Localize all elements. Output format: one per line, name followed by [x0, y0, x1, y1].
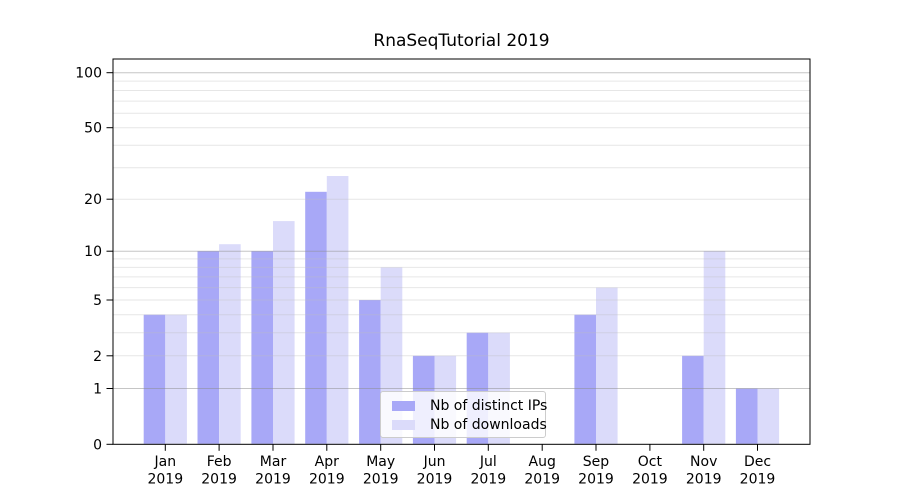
- bar-distinct-ips-apr: [305, 191, 327, 444]
- legend-swatch-distinct-ips: [392, 400, 415, 411]
- legend-label-downloads: Nb of downloads: [430, 416, 547, 433]
- x-tick-label-year: 2019: [255, 472, 291, 488]
- bar-downloads-dec: [757, 388, 780, 444]
- y-tick-label: 2: [93, 349, 102, 365]
- x-tick-label-year: 2019: [740, 472, 776, 488]
- x-tick-label-month: Jul: [479, 454, 497, 470]
- y-tick-label: 50: [84, 121, 102, 137]
- y-tick-label: 100: [75, 66, 102, 82]
- x-tick-label-month: Oct: [638, 454, 663, 470]
- y-tick-label: 5: [93, 293, 102, 309]
- x-tick-label-year: 2019: [201, 472, 237, 488]
- bar-distinct-ips-feb: [197, 251, 220, 444]
- y-tick-label: 1: [93, 382, 102, 398]
- y-tick-label: 10: [84, 244, 102, 260]
- legend-label-distinct-ips: Nb of distinct IPs: [430, 397, 548, 414]
- bar-distinct-ips-sep: [574, 314, 596, 444]
- y-tick-label: 0: [93, 437, 102, 453]
- x-tick-label-year: 2019: [632, 472, 668, 488]
- legend-item-downloads: Nb of downloads: [387, 416, 547, 433]
- y-tick-label: 20: [84, 192, 102, 208]
- x-tick-label-year: 2019: [470, 472, 506, 488]
- bar-distinct-ips-mar: [251, 251, 273, 444]
- bar-downloads-nov: [703, 251, 726, 444]
- chart-title: RnaSeqTutorial 2019: [373, 31, 550, 51]
- x-tick-label-month: Feb: [207, 454, 232, 470]
- x-tick-label-year: 2019: [309, 472, 345, 488]
- x-tick-label-month: Jan: [154, 454, 177, 470]
- x-tick-label-year: 2019: [147, 472, 183, 488]
- bar-downloads-jan: [165, 314, 187, 444]
- bar-downloads-apr: [326, 176, 349, 444]
- x-tick-label-year: 2019: [686, 472, 722, 488]
- x-tick-label-year: 2019: [524, 472, 560, 488]
- legend: Nb of distinct IPs Nb of downloads: [380, 391, 547, 438]
- x-tick-label-month: Mar: [260, 454, 287, 470]
- legend-item-distinct-ips: Nb of distinct IPs: [387, 397, 547, 414]
- x-tick-label-month: Nov: [690, 454, 717, 470]
- bar-distinct-ips-dec: [735, 388, 758, 444]
- x-tick-label-year: 2019: [417, 472, 453, 488]
- x-tick-label-month: Sep: [583, 454, 610, 470]
- x-tick-label-month: Apr: [315, 454, 339, 470]
- legend-swatch-downloads: [392, 419, 415, 430]
- x-tick-label-year: 2019: [578, 472, 614, 488]
- x-tick-label-month: Aug: [529, 454, 556, 470]
- bar-downloads-feb: [219, 244, 241, 444]
- bar-downloads-sep: [596, 287, 618, 444]
- x-tick-label-month: Jun: [423, 454, 446, 470]
- x-tick-label-year: 2019: [363, 472, 399, 488]
- bar-distinct-ips-jan: [143, 314, 166, 444]
- bar-distinct-ips-may: [359, 300, 381, 444]
- x-tick-label-month: May: [366, 454, 395, 470]
- bar-distinct-ips-nov: [682, 355, 704, 444]
- x-tick-label-month: Dec: [744, 454, 771, 470]
